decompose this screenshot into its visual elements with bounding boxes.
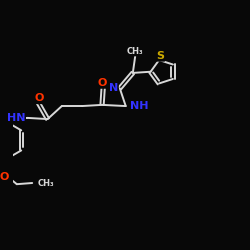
Text: S: S [156, 51, 164, 61]
Text: O: O [0, 172, 8, 182]
Text: O: O [34, 93, 44, 103]
Text: O: O [97, 78, 107, 88]
Text: CH₃: CH₃ [38, 178, 55, 188]
Text: HN: HN [6, 113, 25, 123]
Text: CH₃: CH₃ [127, 47, 144, 56]
Text: N: N [109, 83, 118, 93]
Text: NH: NH [130, 101, 148, 111]
